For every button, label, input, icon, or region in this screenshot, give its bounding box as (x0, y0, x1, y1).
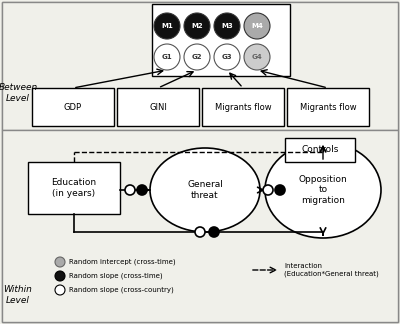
Circle shape (209, 227, 219, 237)
Text: General
threat: General threat (187, 180, 223, 200)
Text: M3: M3 (221, 23, 233, 29)
Text: Migrants flow: Migrants flow (300, 102, 356, 111)
Text: Random intercept (cross-time): Random intercept (cross-time) (69, 259, 176, 265)
Bar (28, 162, 120, 214)
Text: Random slope (cross-time): Random slope (cross-time) (69, 273, 163, 279)
Circle shape (214, 13, 240, 39)
Text: Between
Level: Between Level (0, 83, 38, 103)
Text: Interaction
(Education*General threat): Interaction (Education*General threat) (284, 263, 379, 277)
Text: M2: M2 (191, 23, 203, 29)
Circle shape (195, 227, 205, 237)
Bar (287, 88, 369, 126)
Circle shape (244, 44, 270, 70)
Circle shape (214, 44, 240, 70)
Bar (285, 138, 355, 162)
Text: Migrants flow: Migrants flow (215, 102, 271, 111)
Circle shape (55, 271, 65, 281)
Circle shape (184, 13, 210, 39)
Text: GINI: GINI (149, 102, 167, 111)
Circle shape (184, 44, 210, 70)
Text: G4: G4 (252, 54, 262, 60)
Text: Controls: Controls (301, 145, 339, 155)
Bar (32, 88, 114, 126)
Text: Random slope (cross-country): Random slope (cross-country) (69, 287, 174, 293)
Circle shape (55, 257, 65, 267)
Text: G2: G2 (192, 54, 202, 60)
Circle shape (154, 44, 180, 70)
Text: M1: M1 (161, 23, 173, 29)
Circle shape (137, 185, 147, 195)
Text: Within
Level: Within Level (4, 285, 32, 305)
Text: M4: M4 (251, 23, 263, 29)
Text: G3: G3 (222, 54, 232, 60)
Bar (202, 88, 284, 126)
Bar (2, 2, 398, 130)
Ellipse shape (265, 142, 381, 238)
Circle shape (55, 285, 65, 295)
Circle shape (154, 13, 180, 39)
Ellipse shape (150, 148, 260, 232)
Text: G1: G1 (162, 54, 172, 60)
Circle shape (263, 185, 273, 195)
Circle shape (244, 13, 270, 39)
Circle shape (275, 185, 285, 195)
Bar (117, 88, 199, 126)
Bar (152, 4, 290, 76)
Text: GDP: GDP (64, 102, 82, 111)
Circle shape (125, 185, 135, 195)
Text: Education
(in years): Education (in years) (52, 178, 96, 198)
Text: Opposition
to
migration: Opposition to migration (299, 175, 347, 205)
Bar (2, 130, 398, 322)
